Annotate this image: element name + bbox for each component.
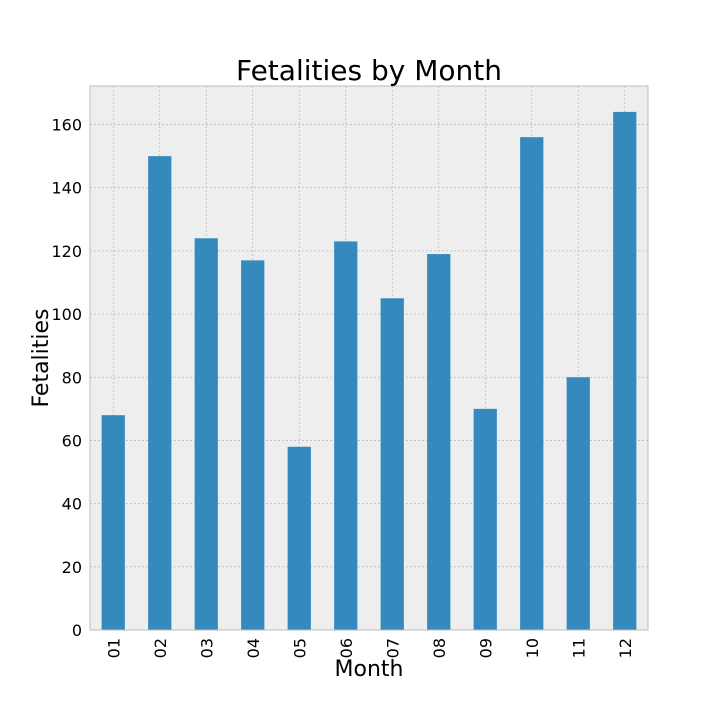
y-tick-label: 20: [62, 558, 82, 577]
bar-04: [241, 260, 265, 630]
y-tick-label: 0: [72, 621, 82, 640]
x-axis-label: Month: [335, 657, 404, 682]
y-tick-label: 60: [62, 431, 82, 450]
y-tick-label: 40: [62, 495, 82, 514]
x-tick-label: 06: [337, 638, 356, 658]
y-axis-ticks: 0 20 40 60 80 100 120 140 160: [51, 116, 82, 640]
x-tick-label: 04: [244, 638, 263, 658]
bar-11: [566, 377, 590, 630]
y-axis-label: Fetalities: [29, 308, 54, 407]
y-tick-label: 120: [51, 242, 82, 261]
x-tick-label: 09: [476, 638, 495, 658]
bar-10: [520, 137, 544, 630]
x-axis-ticks: 01 02 03 04 05 06 07 08 09 10 11 12: [104, 638, 635, 658]
x-tick-label: 10: [523, 638, 542, 658]
y-tick-label: 80: [62, 368, 82, 387]
y-tick-label: 100: [51, 305, 82, 324]
y-tick-label: 160: [51, 116, 82, 135]
bar-03: [194, 238, 218, 630]
bars: [101, 111, 637, 631]
plot-area: [90, 86, 648, 630]
bar-12: [613, 111, 637, 630]
bar-05: [287, 446, 311, 630]
x-tick-label: 07: [383, 638, 402, 658]
bar-09: [473, 408, 497, 630]
bar-06: [334, 241, 358, 630]
x-tick-label: 08: [430, 638, 449, 658]
chart-title: Fetalities by Month: [236, 54, 502, 87]
x-tick-label: 12: [616, 638, 635, 658]
plot-frame: [89, 85, 649, 631]
y-tick-label: 140: [51, 179, 82, 198]
x-tick-label: 03: [197, 638, 216, 658]
x-tick-label: 11: [569, 638, 588, 658]
bar-01: [101, 415, 125, 630]
bar-07: [380, 298, 404, 630]
x-tick-label: 01: [104, 638, 123, 658]
bar-02: [148, 156, 172, 631]
bar-08: [427, 254, 451, 630]
x-tick-label: 02: [151, 638, 170, 658]
x-tick-label: 05: [290, 638, 309, 658]
